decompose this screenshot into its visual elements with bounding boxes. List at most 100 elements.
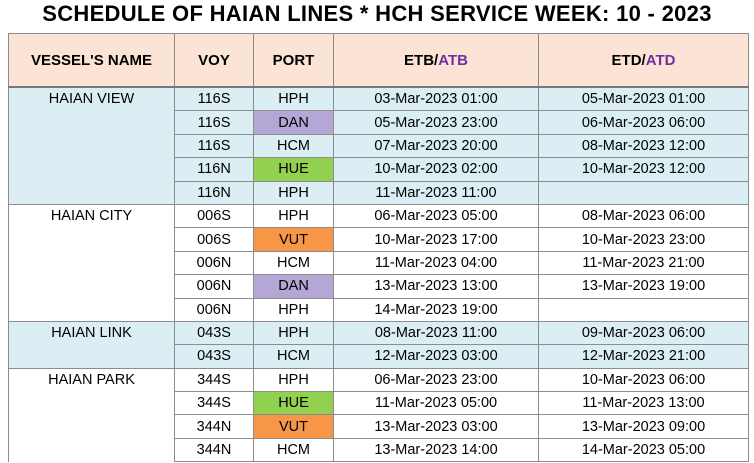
etb-cell: 10-Mar-2023 17:00 bbox=[333, 227, 539, 252]
voyage-cell: 116S bbox=[174, 86, 254, 112]
etb-cell: 12-Mar-2023 03:00 bbox=[333, 344, 539, 369]
etd-cell: 11-Mar-2023 21:00 bbox=[538, 250, 749, 276]
header-text: VOY bbox=[198, 51, 230, 69]
schedule-row: 116S HCM 07-Mar-2023 20:00 08-Mar-2023 12:0… bbox=[8, 133, 749, 159]
etd-cell: 13-Mar-2023 19:00 bbox=[538, 274, 749, 299]
schedule-row: HAIAN CITY 006S HPH 06-Mar-2023 05:00 08-Mar… bbox=[8, 203, 749, 229]
header-text: ATB bbox=[438, 51, 468, 69]
schedule-row: 006N HCM 11-Mar-2023 04:00 11-Mar-2023 21:0… bbox=[8, 250, 749, 276]
etd-cell: 10-Mar-2023 23:00 bbox=[538, 227, 749, 252]
etb-cell: 13-Mar-2023 03:00 bbox=[333, 414, 539, 439]
port-cell: HUE bbox=[253, 157, 334, 182]
etd-cell: 10-Mar-2023 06:00 bbox=[538, 367, 749, 393]
vessel-cell bbox=[8, 251, 175, 275]
vessel-cell bbox=[8, 227, 175, 252]
vessel-cell bbox=[8, 274, 175, 299]
header-text: / bbox=[434, 51, 439, 69]
etd-cell: 10-Mar-2023 12:00 bbox=[538, 157, 749, 182]
etb-cell: 13-Mar-2023 13:00 bbox=[333, 274, 539, 299]
schedule-row: HAIAN PARK 344S HPH 06-Mar-2023 23:00 10-Mar… bbox=[8, 367, 749, 393]
etb-cell: 10-Mar-2023 02:00 bbox=[333, 157, 539, 182]
voyage-cell: 116S bbox=[174, 110, 254, 135]
etd-cell: 14-Mar-2023 05:00 bbox=[538, 437, 749, 463]
header-cell: VESSEL'S NAME bbox=[8, 33, 175, 88]
header-text: / bbox=[641, 51, 646, 69]
schedule-row: 344N HCM 13-Mar-2023 14:00 14-Mar-2023 05:0… bbox=[8, 437, 749, 463]
schedule-row: 043S HCM 12-Mar-2023 03:00 12-Mar-2023 21:0… bbox=[8, 344, 749, 369]
voyage-cell: 006S bbox=[174, 227, 254, 252]
header-text: ATD bbox=[645, 51, 676, 69]
header-text: VESSEL'S NAME bbox=[30, 51, 153, 69]
schedule-row: 006S VUT 10-Mar-2023 17:00 10-Mar-2023 23:0… bbox=[8, 227, 749, 252]
voyage-cell: 344S bbox=[174, 391, 254, 416]
port-cell: HPH bbox=[253, 180, 334, 205]
voyage-cell: 344N bbox=[174, 414, 254, 439]
etb-cell: 11-Mar-2023 05:00 bbox=[333, 391, 539, 416]
header-cell: VOY bbox=[174, 33, 254, 88]
etb-cell: 08-Mar-2023 11:00 bbox=[333, 320, 539, 346]
schedule-row: 344S HUE 11-Mar-2023 05:00 11-Mar-2023 13:0… bbox=[8, 391, 749, 416]
vessel-cell bbox=[8, 134, 175, 158]
vessel-cell: HAIAN LINK bbox=[8, 320, 175, 345]
voyage-cell: 116N bbox=[174, 180, 254, 205]
vessel-cell bbox=[8, 157, 175, 182]
etd-cell bbox=[538, 180, 749, 205]
etb-cell: 11-Mar-2023 11:00 bbox=[333, 180, 539, 205]
vessel-cell bbox=[8, 181, 175, 205]
port-cell: DAN bbox=[253, 110, 334, 135]
etd-cell: 12-Mar-2023 21:00 bbox=[538, 344, 749, 369]
port-cell: HPH bbox=[253, 320, 334, 346]
etb-cell: 13-Mar-2023 14:00 bbox=[333, 437, 539, 463]
port-cell: HCM bbox=[253, 437, 334, 463]
header-row: VESSEL'S NAME VOY PORT ETB/ATB ETD/ATD bbox=[8, 33, 749, 88]
voyage-cell: 043S bbox=[174, 344, 254, 369]
voyage-cell: 006S bbox=[174, 203, 254, 229]
vessel-cell bbox=[8, 391, 175, 415]
port-cell: HPH bbox=[253, 203, 334, 229]
etd-cell: 09-Mar-2023 06:00 bbox=[538, 320, 749, 346]
etb-cell: 03-Mar-2023 01:00 bbox=[333, 86, 539, 112]
port-cell: VUT bbox=[253, 227, 334, 252]
etd-cell: 11-Mar-2023 13:00 bbox=[538, 391, 749, 416]
vessel-cell bbox=[8, 298, 175, 322]
voyage-cell: 344N bbox=[174, 437, 254, 463]
etd-cell: 13-Mar-2023 09:00 bbox=[538, 414, 749, 439]
table-body: HAIAN VIEW 116S HPH 03-Mar-2023 01:00 05-Mar… bbox=[8, 86, 749, 463]
etb-cell: 05-Mar-2023 23:00 bbox=[333, 110, 539, 135]
schedule-row: 116N HUE 10-Mar-2023 02:00 10-Mar-2023 12:0… bbox=[8, 157, 749, 182]
schedule-table: VESSEL'S NAME VOY PORT ETB/ATB ETD/ATD HAIAN… bbox=[8, 33, 749, 463]
voyage-cell: 006N bbox=[174, 274, 254, 299]
port-cell: HCM bbox=[253, 133, 334, 159]
port-cell: HPH bbox=[253, 297, 334, 322]
voyage-cell: 116S bbox=[174, 133, 254, 159]
title: SCHEDULE OF HAIAN LINES * HCH SERVICE WE… bbox=[42, 1, 712, 26]
etd-cell: 06-Mar-2023 06:00 bbox=[538, 110, 749, 135]
voyage-cell: 344S bbox=[174, 367, 254, 393]
etb-cell: 06-Mar-2023 23:00 bbox=[333, 367, 539, 393]
port-cell: HPH bbox=[253, 367, 334, 393]
etb-cell: 14-Mar-2023 19:00 bbox=[333, 297, 539, 322]
header-cell: ETB/ATB bbox=[333, 33, 539, 88]
etd-cell: 05-Mar-2023 01:00 bbox=[538, 86, 749, 112]
vessel-cell bbox=[8, 438, 175, 462]
vessel-cell bbox=[8, 110, 175, 135]
port-cell: DAN bbox=[253, 274, 334, 299]
etb-cell: 11-Mar-2023 04:00 bbox=[333, 250, 539, 276]
port-cell: HPH bbox=[253, 86, 334, 112]
schedule-row: 006N DAN 13-Mar-2023 13:00 13-Mar-2023 19:0… bbox=[8, 274, 749, 299]
vessel-cell bbox=[8, 344, 175, 369]
vessel-cell: HAIAN PARK bbox=[8, 367, 175, 392]
voyage-cell: 006N bbox=[174, 250, 254, 276]
schedule-row: 006N HPH 14-Mar-2023 19:00 bbox=[8, 297, 749, 322]
voyage-cell: 043S bbox=[174, 320, 254, 346]
schedule-row: 344N VUT 13-Mar-2023 03:00 13-Mar-2023 09:0… bbox=[8, 414, 749, 439]
header-text: PORT bbox=[272, 51, 315, 69]
vessel-cell: HAIAN VIEW bbox=[8, 86, 175, 111]
voyage-cell: 006N bbox=[174, 297, 254, 322]
header-cell: PORT bbox=[253, 33, 334, 88]
vessel-cell: HAIAN CITY bbox=[8, 203, 175, 228]
etd-cell: 08-Mar-2023 06:00 bbox=[538, 203, 749, 229]
etb-cell: 07-Mar-2023 20:00 bbox=[333, 133, 539, 159]
header-cell: ETD/ATD bbox=[538, 33, 749, 88]
